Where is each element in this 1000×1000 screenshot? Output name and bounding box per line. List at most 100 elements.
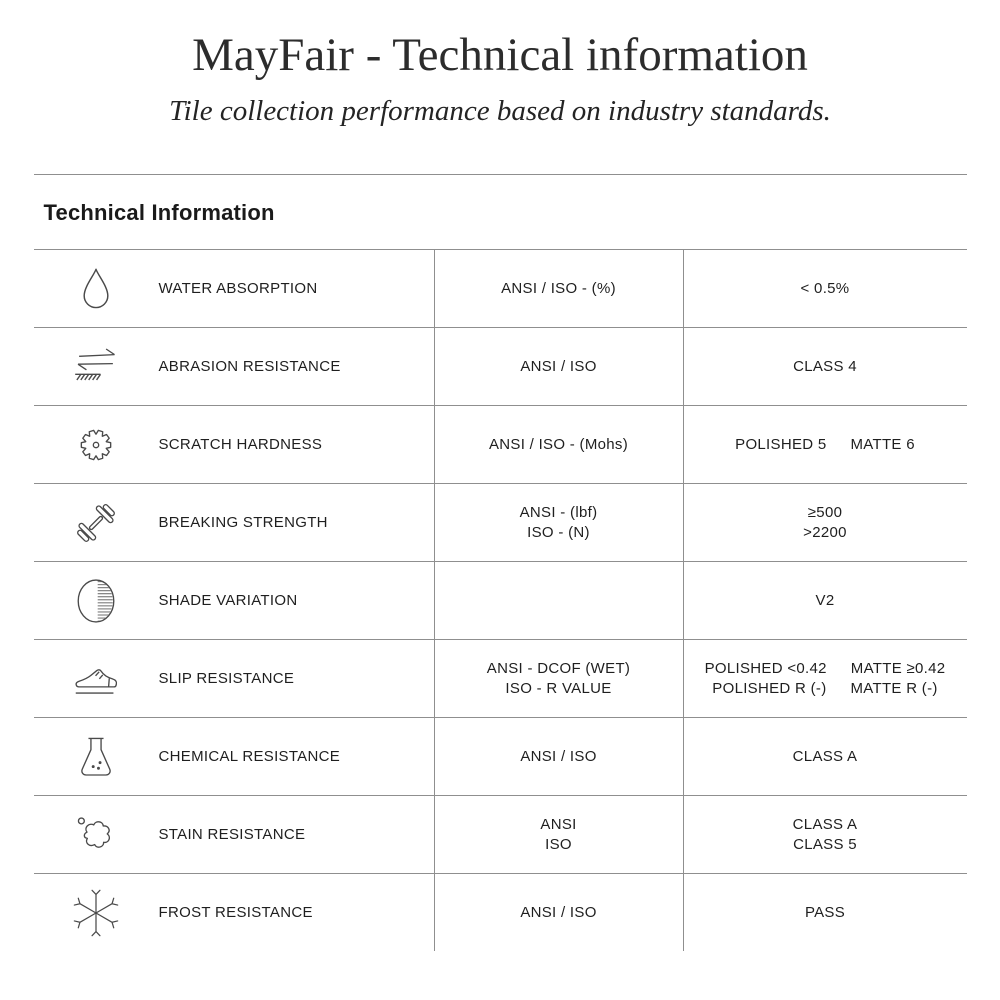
standard-segment: ANSI / ISO bbox=[520, 903, 597, 921]
property-label: WATER ABSORPTION bbox=[158, 280, 318, 298]
value-segment: < 0.5% bbox=[800, 279, 850, 297]
standard-segment-line: ISO - R VALUE bbox=[505, 679, 611, 699]
value-cell: V2 bbox=[684, 562, 967, 639]
standard-segment: ANSI / ISO bbox=[520, 747, 597, 765]
value-segment-line: CLASS A bbox=[793, 747, 858, 767]
icon-cell bbox=[34, 484, 159, 561]
table-row: CHEMICAL RESISTANCE ANSI / ISO CLASS A bbox=[33, 717, 967, 796]
chemical-flask-icon bbox=[69, 730, 123, 784]
value-cell: CLASS A CLASS 5 bbox=[684, 796, 967, 873]
section-heading: Technical Information bbox=[43, 200, 275, 226]
stain-blob-icon bbox=[69, 808, 123, 862]
value-segment-line: >2200 bbox=[803, 523, 847, 543]
table-row: FROST RESISTANCE ANSI / ISO PASS bbox=[33, 873, 967, 952]
value-segment: V2 bbox=[815, 591, 835, 609]
standard-segment-line: ISO bbox=[545, 835, 572, 855]
value-cell: CLASS A bbox=[684, 718, 967, 795]
icon-cell bbox=[34, 874, 159, 951]
table-row: STAIN RESISTANCE ANSI ISO CLASS A CLASS 5 bbox=[33, 795, 967, 874]
icon-cell bbox=[34, 796, 159, 873]
page-header: MayFair - Technical information Tile col… bbox=[0, 0, 1000, 128]
standard-cell: ANSI - DCOF (WET) ISO - R VALUE bbox=[433, 640, 684, 718]
value-segment-line: CLASS 4 bbox=[793, 357, 857, 377]
standard-segment: ANSI - (lbf) bbox=[519, 503, 598, 521]
value-cell: ≥500 >2200 bbox=[684, 484, 967, 561]
property-label: ABRASION RESISTANCE bbox=[158, 358, 341, 376]
content-container: Technical Information WATER ABSORPTION A… bbox=[33, 174, 967, 952]
icon-cell bbox=[34, 328, 159, 405]
value-segment: POLISHED <0.42 bbox=[704, 659, 827, 677]
value-segment: CLASS 4 bbox=[793, 357, 857, 375]
property-label: FROST RESISTANCE bbox=[158, 904, 313, 922]
property-label: CHEMICAL RESISTANCE bbox=[158, 748, 341, 766]
snowflake-icon bbox=[69, 886, 123, 940]
standard-segment-line: ANSI / ISO bbox=[520, 903, 596, 923]
property-label: SHADE VARIATION bbox=[158, 592, 298, 610]
value-segment-line: POLISHED R (-) MATTE R (-) bbox=[712, 679, 937, 699]
property-label: SCRATCH HARDNESS bbox=[158, 436, 323, 454]
icon-cell bbox=[34, 640, 159, 717]
value-segment-line: V2 bbox=[816, 591, 835, 611]
standard-segment-line: ANSI / ISO - (Mohs) bbox=[489, 435, 628, 455]
value-segment-line: CLASS 5 bbox=[793, 835, 857, 855]
standard-segment-line: ISO - (N) bbox=[527, 523, 590, 543]
value-segment-line: POLISHED <0.42 MATTE ≥0.42 bbox=[705, 659, 946, 679]
standard-segment: ANSI / ISO - (Mohs) bbox=[488, 435, 629, 453]
value-segment-line: POLISHED 5 MATTE 6 bbox=[735, 435, 915, 455]
technical-table: WATER ABSORPTION ANSI / ISO - (%) < 0.5%… bbox=[33, 249, 967, 952]
shade-variation-icon bbox=[69, 574, 123, 628]
standard-segment: ISO bbox=[545, 835, 572, 853]
water-drop-icon bbox=[69, 262, 123, 316]
standard-segment: ISO - (N) bbox=[527, 523, 590, 541]
standard-segment-line: ANSI - (lbf) bbox=[520, 503, 598, 523]
table-row: SCRATCH HARDNESS ANSI / ISO - (Mohs) POL… bbox=[33, 405, 967, 484]
standard-segment: ANSI / ISO bbox=[520, 357, 597, 375]
icon-cell bbox=[34, 250, 159, 327]
standard-cell: ANSI / ISO - (Mohs) bbox=[433, 406, 684, 484]
property-label: SLIP RESISTANCE bbox=[158, 670, 295, 688]
table-row: WATER ABSORPTION ANSI / ISO - (%) < 0.5% bbox=[33, 249, 967, 328]
value-cell: POLISHED 5 MATTE 6 bbox=[684, 406, 967, 483]
table-row: SLIP RESISTANCE ANSI - DCOF (WET) ISO - R… bbox=[33, 639, 967, 718]
page: MayFair - Technical information Tile col… bbox=[0, 0, 1000, 952]
value-cell: CLASS 4 bbox=[684, 328, 967, 405]
slip-shoe-icon bbox=[69, 652, 123, 706]
value-segment: >2200 bbox=[803, 523, 847, 541]
icon-cell bbox=[34, 406, 159, 483]
value-segment: ≥500 bbox=[807, 503, 843, 521]
value-segment-line: PASS bbox=[805, 903, 845, 923]
page-subtitle: Tile collection performance based on ind… bbox=[169, 95, 831, 128]
gear-icon bbox=[69, 418, 123, 472]
value-segment: MATTE ≥0.42 bbox=[850, 659, 946, 677]
value-segment: CLASS A bbox=[792, 747, 858, 765]
standard-segment-line: ANSI / ISO bbox=[520, 747, 596, 767]
value-segment-line: CLASS A bbox=[793, 815, 858, 835]
value-cell: PASS bbox=[684, 874, 967, 951]
value-segment: MATTE 6 bbox=[850, 435, 915, 453]
value-segment: CLASS A bbox=[792, 815, 858, 833]
value-segment: PASS bbox=[804, 903, 846, 921]
standard-cell: ANSI / ISO bbox=[433, 328, 684, 406]
standard-cell: ANSI - (lbf) ISO - (N) bbox=[433, 484, 684, 562]
value-cell: POLISHED <0.42 MATTE ≥0.42 POLISHED R (-) M… bbox=[684, 640, 967, 717]
table-row: ABRASION RESISTANCE ANSI / ISO CLASS 4 bbox=[33, 327, 967, 406]
icon-cell bbox=[34, 562, 159, 639]
standard-cell: ANSI / ISO - (%) bbox=[433, 250, 684, 328]
property-label: STAIN RESISTANCE bbox=[158, 826, 306, 844]
dumbbell-icon bbox=[69, 496, 123, 550]
icon-cell bbox=[34, 718, 159, 795]
value-segment-line: ≥500 bbox=[808, 503, 842, 523]
value-segment: POLISHED R (-) bbox=[712, 679, 827, 697]
page-title: MayFair - Technical information bbox=[192, 29, 808, 81]
standard-cell: ANSI ISO bbox=[433, 796, 684, 874]
value-segment: MATTE R (-) bbox=[850, 679, 938, 697]
standard-segment: ANSI bbox=[540, 815, 577, 833]
standard-cell: ANSI / ISO bbox=[433, 718, 684, 796]
property-label: BREAKING STRENGTH bbox=[158, 514, 328, 532]
standard-segment: ANSI / ISO - (%) bbox=[501, 279, 616, 297]
value-segment-line: < 0.5% bbox=[801, 279, 850, 299]
standard-segment-line: ANSI / ISO bbox=[520, 357, 596, 377]
standard-segment: ISO - R VALUE bbox=[505, 679, 612, 697]
standard-cell bbox=[433, 562, 684, 640]
table-row: SHADE VARIATION V2 bbox=[33, 561, 967, 640]
